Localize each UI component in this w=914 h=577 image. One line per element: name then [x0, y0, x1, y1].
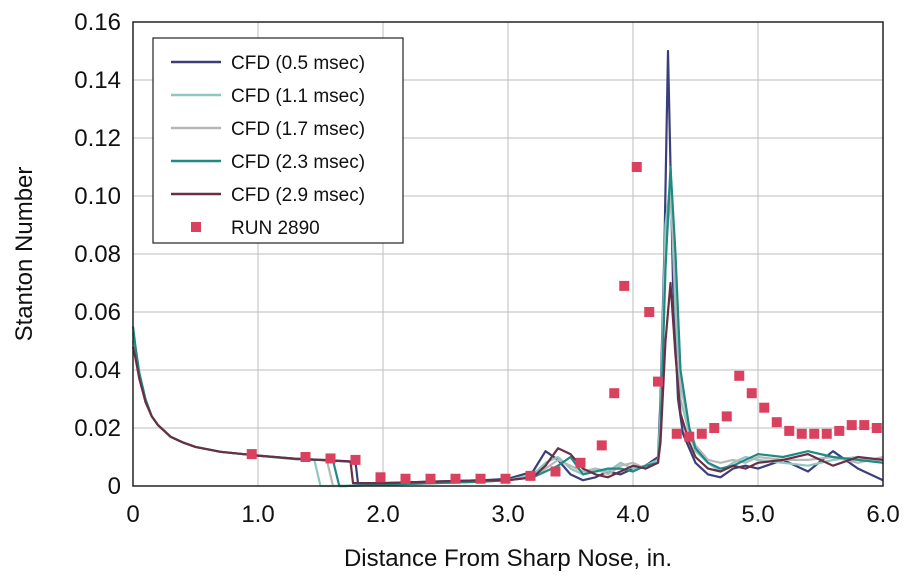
cfd-series-line-5 — [131, 281, 884, 485]
legend-label: CFD (0.5 msec) — [231, 53, 365, 74]
y-tick-label: 0.08 — [74, 241, 121, 268]
run-2890-point — [246, 449, 257, 460]
tick-labels: 0 1.0 2.0 3.0 4.0 5.0 6.0 0 0.02 0.04 0.06 0.08 0.10… — [74, 9, 899, 528]
run-2890-point — [759, 402, 770, 413]
run-2890-point — [684, 431, 695, 442]
run-2890-point — [596, 440, 607, 451]
run-2890-point — [609, 388, 620, 399]
run-2890-point — [734, 370, 745, 381]
y-tick-label: 0.04 — [74, 357, 121, 384]
y-tick-label: 0.16 — [74, 9, 121, 36]
y-tick-label: 0.06 — [74, 299, 121, 326]
run-2890-point — [619, 280, 630, 291]
run-2890-point — [575, 457, 586, 468]
legend-label: CFD (2.9 msec) — [231, 185, 365, 206]
run-2890-point — [859, 420, 870, 431]
run-2890-point — [796, 428, 807, 439]
y-tick-label: 0.14 — [74, 67, 121, 94]
run-2890-point — [809, 428, 820, 439]
run-2890-point — [375, 472, 386, 483]
run-2890-point — [450, 473, 461, 484]
run-2890-point — [721, 411, 732, 422]
plot-frame — [132, 21, 884, 487]
y-tick-label: 0.10 — [74, 183, 121, 210]
legend-label: CFD (2.3 msec) — [231, 152, 365, 173]
legend-label: CFD (1.1 msec) — [231, 86, 365, 107]
x-axis-label: Distance From Sharp Nose, in. — [344, 545, 672, 572]
run-2890-point — [671, 428, 682, 439]
x-tick-label: 1.0 — [241, 501, 274, 528]
run-2890-point — [846, 420, 857, 431]
run-2890-point — [425, 473, 436, 484]
y-tick-label: 0 — [108, 473, 121, 500]
y-tick-label: 0.12 — [74, 125, 121, 152]
run-2890-point — [696, 428, 707, 439]
run-2890-point — [475, 473, 486, 484]
legend: CFD (0.5 msec) CFD (1.1 msec) CFD (1.7 mse… — [152, 37, 404, 244]
run-2890-point — [350, 454, 361, 465]
legend-marker — [191, 222, 201, 232]
run-2890-point — [400, 473, 411, 484]
run-2890-point — [653, 376, 663, 387]
x-tick-label: 5.0 — [741, 501, 774, 528]
run-2890-point — [821, 428, 832, 439]
series-layer — [131, 49, 884, 488]
x-tick-label: 0 — [126, 501, 139, 528]
run-2890-point — [500, 473, 511, 484]
x-tick-label: 4.0 — [616, 501, 649, 528]
legend-label: RUN 2890 — [231, 218, 320, 239]
run-2890-point — [631, 162, 642, 172]
legend-label: CFD (1.7 msec) — [231, 119, 365, 140]
run-2890-point — [300, 452, 311, 462]
legend-box — [152, 37, 404, 244]
x-tick-label: 6.0 — [866, 501, 899, 528]
y-axis-label: Stanton Number — [11, 167, 38, 342]
run-2890-point — [325, 453, 336, 464]
run-2890-point — [771, 417, 782, 428]
run-2890-point — [834, 425, 845, 436]
run-2890-point — [550, 466, 561, 477]
x-tick-label: 2.0 — [366, 501, 399, 528]
run-2890-point — [746, 388, 757, 399]
x-tick-label: 3.0 — [491, 501, 524, 528]
run-2890-point — [784, 425, 795, 436]
run-2890-point — [709, 423, 720, 433]
y-tick-label: 0.02 — [74, 415, 121, 442]
run-2890-point — [644, 307, 655, 317]
run-2890-point — [525, 470, 536, 481]
run-2890-point — [871, 423, 882, 433]
